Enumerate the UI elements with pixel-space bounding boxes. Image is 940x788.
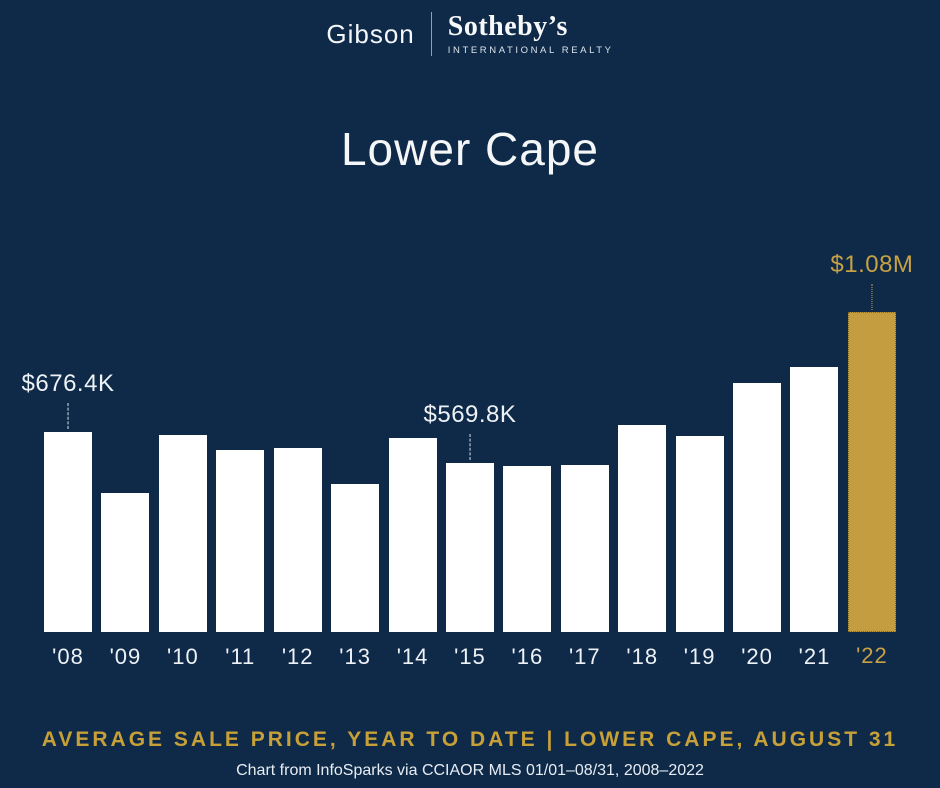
bar-16: '16: [503, 466, 552, 669]
x-tick-label: '10: [167, 644, 199, 669]
bar-chart: '08 $676.4K '09'10'11'12'13'14'15 $569.8K '1…: [22, 251, 913, 669]
x-tick-label: '12: [281, 644, 314, 669]
x-tick-label: '11: [225, 644, 256, 669]
annotation-leader-line: [67, 403, 69, 429]
logo-gibson-text: Gibson: [326, 18, 415, 49]
value-annotation-label: $569.8K: [423, 401, 517, 428]
bar-20: '20: [733, 383, 782, 669]
x-tick-label: '13: [339, 644, 371, 669]
x-tick-label: '19: [683, 644, 716, 669]
logo-divider: [430, 12, 432, 56]
x-tick-label: '17: [568, 644, 601, 669]
logo-sothebys-block: Sotheby’s INTERNATIONAL REALTY: [447, 11, 614, 56]
bar-19: '19: [675, 436, 724, 669]
bar-21: '21: [790, 367, 839, 669]
x-tick-label: '22: [856, 643, 888, 668]
x-tick-label: '15: [454, 644, 486, 669]
value-annotation: $1.08M: [830, 251, 913, 310]
bar-08: '08 $676.4K: [22, 370, 114, 669]
x-tick-label: '16: [511, 644, 544, 669]
x-tick-label: '21: [798, 644, 831, 669]
bar-22: '22 $1.08M: [830, 251, 913, 668]
page-title: Lower Cape: [340, 123, 600, 175]
logo-sothebys-text: Sotheby’s: [447, 11, 568, 43]
logo-realty-text: INTERNATIONAL REALTY: [447, 44, 614, 56]
value-annotation-label: $1.08M: [830, 251, 914, 278]
x-tick-label: '20: [741, 644, 773, 669]
bar-11: '11: [216, 450, 265, 669]
bar-18: '18: [618, 425, 667, 669]
x-tick-label: '14: [396, 644, 429, 669]
bar-14: '14: [388, 438, 437, 669]
bar-09: '09: [101, 493, 150, 669]
chart-caption: AVERAGE SALE PRICE, YEAR TO DATE | LOWER…: [41, 728, 899, 751]
chart-source-note: Chart from InfoSparks via CCIAOR MLS 01/…: [236, 762, 704, 779]
x-tick-label: '18: [626, 644, 659, 669]
value-annotation: $569.8K: [423, 401, 516, 460]
bar-12: '12: [273, 448, 322, 669]
x-tick-label: '09: [109, 644, 142, 669]
x-tick-label: '08: [52, 644, 84, 669]
annotation-leader-line: [469, 434, 471, 460]
value-annotation-label: $676.4K: [21, 370, 115, 397]
annotation-leader-line: [871, 284, 873, 310]
bar-17: '17: [560, 465, 609, 669]
bar-10: '10: [158, 435, 207, 669]
bar-13: '13: [331, 484, 380, 669]
brand-logo: Gibson Sotheby’s INTERNATIONAL REALTY: [0, 12, 940, 56]
bar-15: '15 $569.8K: [423, 401, 515, 669]
value-annotation: $676.4K: [22, 370, 115, 429]
